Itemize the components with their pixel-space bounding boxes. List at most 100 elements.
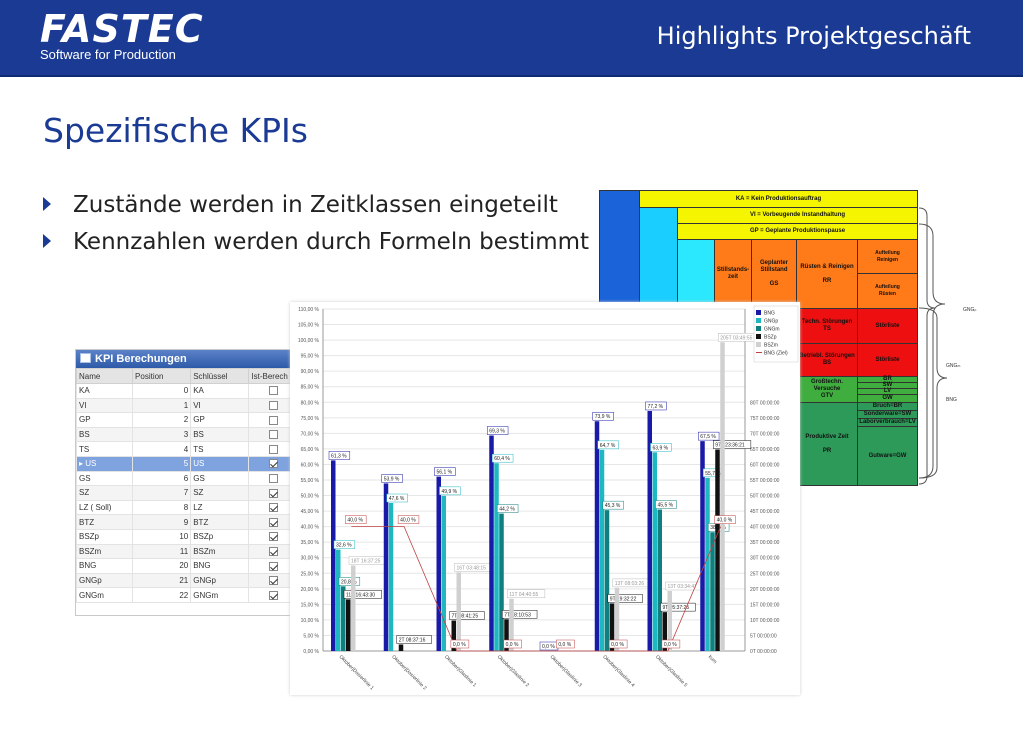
y2-tick-label: 40T 00:00:00 — [750, 525, 780, 531]
bullet-item: Kennzahlen werden durch Formeln bestimmt — [43, 229, 589, 255]
bar-bng — [594, 421, 600, 651]
ist-berechnung-checkbox[interactable] — [269, 532, 279, 542]
cell-name: BSZp — [76, 528, 134, 545]
table-row[interactable]: TS 4 TS — [76, 441, 299, 457]
data-label-box — [602, 500, 624, 510]
ist-berechnung-checkbox[interactable] — [269, 517, 279, 527]
bar-gngm — [341, 586, 346, 651]
legend-label: BNG — [764, 311, 775, 317]
cell-position: 21 — [132, 572, 192, 589]
data-label-box — [645, 401, 667, 411]
data-label-box — [328, 451, 351, 460]
column-header-schl-ssel[interactable]: Schlüssel — [190, 368, 250, 384]
ist-berechnung-checkbox[interactable] — [269, 459, 279, 469]
data-label: 60,4 % — [494, 456, 510, 462]
bar-gngm — [604, 510, 610, 651]
data-label: 9T 19:32:22 — [610, 596, 637, 602]
y-tick-label: 15,00 % — [301, 602, 320, 608]
data-label: 2T 08:37:16 — [399, 637, 426, 643]
ist-berechnung-checkbox[interactable] — [269, 590, 279, 600]
kpi-panel-titlebar: KPI Berechungen — [76, 350, 299, 368]
y2-tick-label: 45T 00:00:00 — [750, 509, 780, 515]
data-label: 11T 04:40:55 — [509, 592, 538, 598]
bar-bszp — [451, 620, 456, 651]
data-label: 45,3 % — [605, 503, 621, 509]
target-label-box — [661, 639, 681, 649]
data-label-box — [698, 431, 720, 441]
ist-berechnung-checkbox[interactable] — [269, 547, 279, 557]
logo-wordmark: FASTEC — [40, 7, 204, 51]
bar-bszp — [715, 449, 720, 651]
target-label-box — [608, 639, 628, 649]
ist-berechnung-checkbox[interactable] — [269, 430, 279, 440]
kpi-bar-chart: 0,00 % 5,00 % 10,00 % 15,00 % 20,00 % 25,00 %… — [290, 302, 800, 695]
y2-tick-label: 30T 00:00:00 — [750, 556, 780, 562]
column-header-ist-berech[interactable]: Ist-Berech — [248, 368, 299, 384]
ist-berechnung-checkbox[interactable] — [269, 503, 279, 513]
table-row[interactable]: SZ 7 SZ — [76, 485, 299, 501]
data-label: 45,5 % — [658, 503, 674, 509]
cell-position: 2 — [132, 412, 192, 428]
column-header-position[interactable]: Position — [132, 368, 192, 384]
table-row[interactable]: GNGm 22 GNGm — [76, 587, 299, 603]
bar-bszp — [346, 599, 351, 651]
table-row[interactable]: BSZp 10 BSZp — [76, 528, 299, 545]
data-label: 49,9 % — [442, 489, 458, 495]
data-label: 53,9 % — [384, 476, 400, 482]
table-row[interactable]: LZ ( Soll) 8 LZ — [76, 499, 299, 516]
table-row[interactable]: BSZm 11 BSZm — [76, 543, 299, 560]
data-label: 9T 05:37:25 — [663, 605, 690, 611]
column-header-name[interactable]: Name — [76, 368, 134, 384]
ist-berechnung-checkbox[interactable] — [269, 415, 279, 425]
data-label-box — [338, 577, 361, 586]
y-tick-label: 65,00 % — [301, 447, 320, 453]
y-tick-label: 55,00 % — [301, 478, 320, 484]
ist-berechnung-checkbox[interactable] — [269, 576, 279, 586]
y-tick-label: 0,00 % — [303, 649, 319, 655]
cell-position: 10 — [132, 528, 192, 545]
table-row[interactable]: BTZ 9 BTZ — [76, 514, 299, 530]
target-label: 0,0 % — [506, 642, 519, 648]
bar-bng — [647, 410, 652, 651]
table-row[interactable]: GP 2 GP — [76, 412, 299, 428]
table-row[interactable]: BS 3 BS — [76, 426, 299, 443]
legend-label: BSZp — [764, 335, 777, 341]
y-tick-label: 80,00 % — [301, 400, 320, 406]
bullet-text: Zustände werden in Zeitklassen eingeteil… — [73, 192, 558, 218]
data-label-box — [386, 493, 408, 503]
data-label: 7T 18:10:53 — [504, 612, 531, 618]
x-tick-label: kum — [707, 654, 718, 665]
y2-tick-label: 80T 00:00:00 — [750, 400, 780, 406]
y-tick-label: 30,00 % — [301, 556, 320, 562]
y-tick-label: 110,00 % — [298, 307, 319, 313]
table-row[interactable]: ▸ US 5 US — [76, 455, 299, 472]
cell-key: US — [190, 455, 250, 472]
data-label-box — [497, 504, 519, 513]
ist-berechnung-checkbox[interactable] — [269, 386, 279, 396]
bar-gngp — [652, 452, 657, 651]
data-label-box — [449, 611, 485, 620]
y2-tick-label: 15T 00:00:00 — [750, 602, 780, 608]
ist-berechnung-checkbox[interactable] — [269, 401, 279, 411]
data-label-box — [655, 500, 677, 509]
x-tick-label: Oktober|Dosierlinie 2 — [390, 654, 427, 691]
x-tick-label: Oktober|Glaslinie 3 — [549, 654, 583, 688]
ist-berechnung-checkbox[interactable] — [269, 561, 279, 571]
y-tick-label: 5,00 % — [303, 633, 319, 639]
table-row[interactable]: BNG 20 BNG — [76, 558, 299, 574]
ist-berechnung-checkbox[interactable] — [269, 488, 279, 498]
ist-berechnung-checkbox[interactable] — [269, 444, 279, 454]
cell-key: LZ — [190, 499, 250, 516]
data-label: 69,3 % — [489, 429, 505, 435]
bullet-item: Zustände werden in Zeitklassen eingeteil… — [43, 192, 558, 218]
table-row[interactable]: VI 1 VI — [76, 397, 299, 414]
table-row[interactable]: GS 6 GS — [76, 470, 299, 487]
cell-name: BS — [76, 426, 134, 443]
data-label: 16T 03:48:15 — [457, 565, 487, 571]
kpi-calculation-panel: KPI Berechungen Name Position Schlüssel Ist… — [75, 349, 300, 616]
ist-berechnung-checkbox[interactable] — [269, 474, 279, 484]
table-row[interactable]: GNGp 21 GNGp — [76, 572, 299, 589]
target-label-box — [503, 639, 522, 649]
x-tick-label: Oktober|Glaslinie 5 — [654, 654, 688, 688]
table-row[interactable]: KA 0 KA — [76, 383, 299, 399]
